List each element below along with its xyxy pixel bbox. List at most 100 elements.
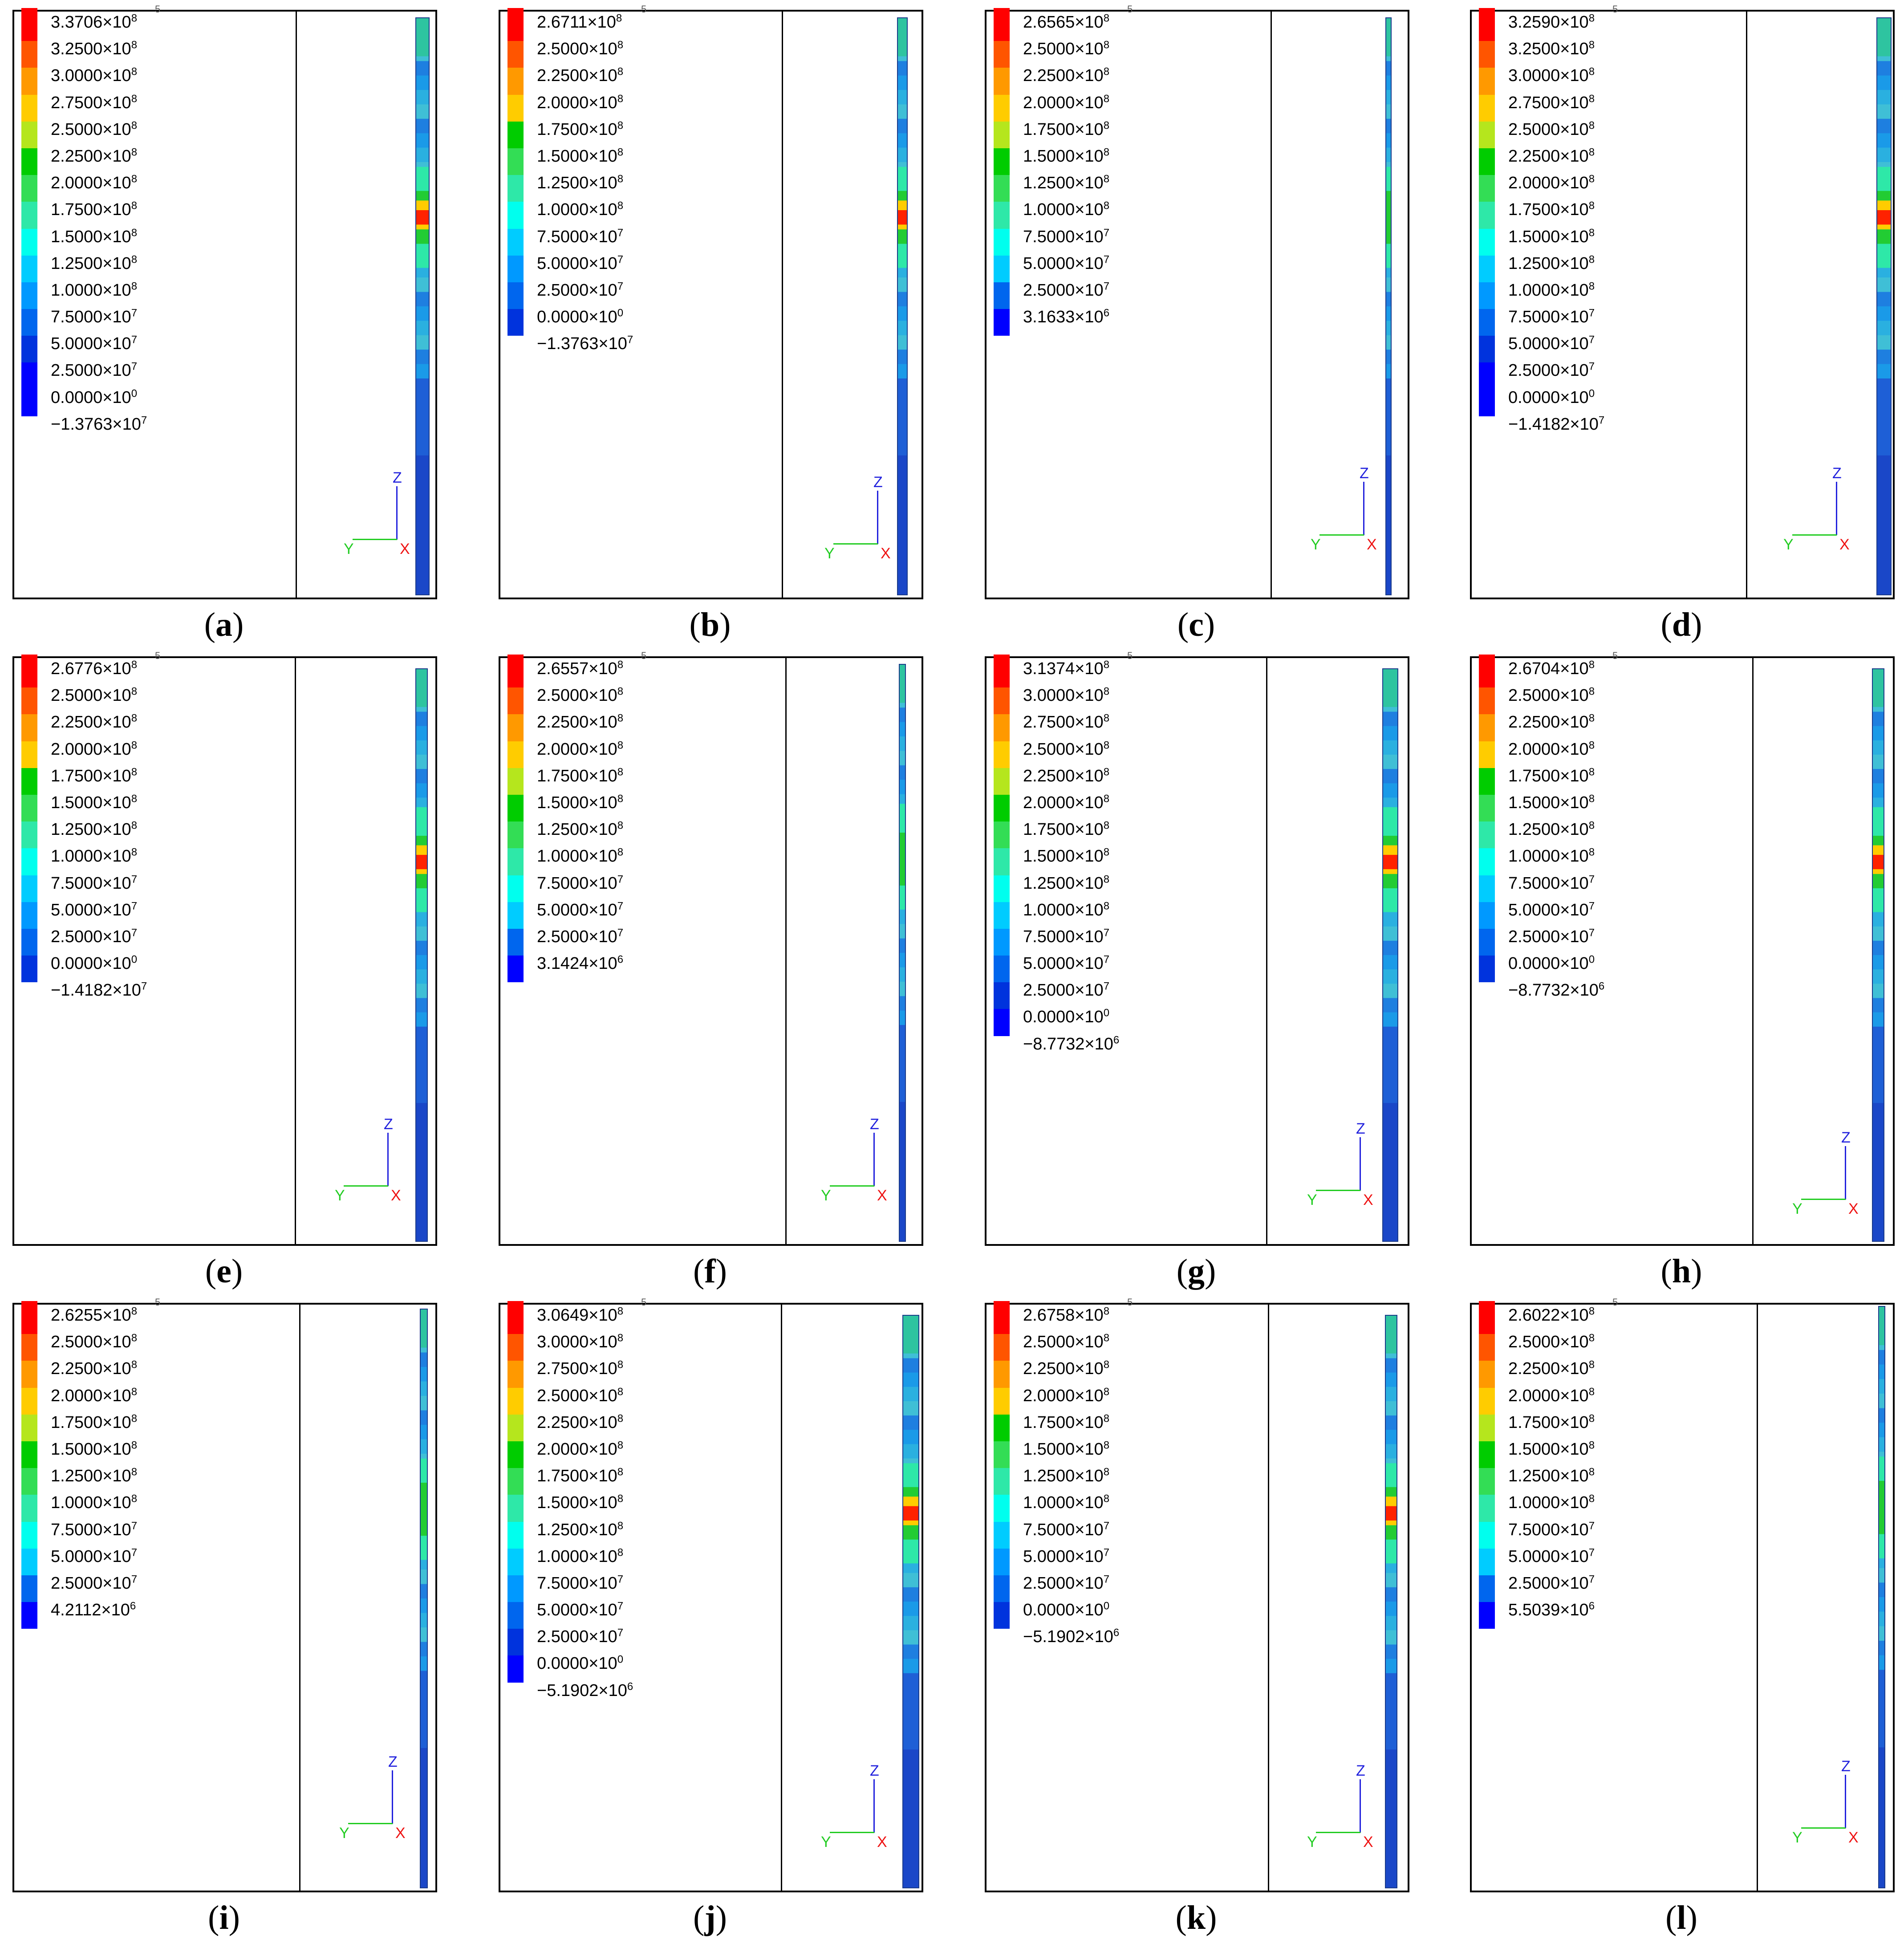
legend-label: 5.0000×107 [51, 1546, 138, 1566]
rod-segment [420, 1478, 427, 1483]
rod-segment [1386, 551, 1391, 557]
rod-segment [420, 1584, 427, 1590]
legend-label: 1.5000×108 [51, 226, 138, 246]
rod-segment [1383, 712, 1398, 717]
rod-segment [1879, 1636, 1885, 1641]
rod-segment [899, 905, 905, 910]
rod-segment [1877, 532, 1891, 538]
legend-label: 2.2500×108 [1508, 712, 1595, 732]
rod-segment [416, 1041, 427, 1046]
z-axis-line [1836, 482, 1837, 535]
rod-segment [897, 61, 907, 66]
rod-segment [416, 736, 427, 741]
rod-segment [420, 1338, 427, 1343]
legend-label: 5.0000×107 [1508, 1546, 1595, 1566]
rod-segment [899, 751, 905, 756]
legend-label: 1.0000×108 [1508, 1493, 1595, 1513]
rod-segment [1879, 1437, 1885, 1443]
rod-segment [420, 1738, 427, 1744]
rod-segment [897, 585, 907, 591]
rod-segment [903, 1453, 919, 1459]
rod-segment [899, 683, 905, 689]
rod-segment [897, 580, 907, 586]
legend-label: 7.5000×107 [1508, 873, 1595, 893]
rod-segment [1872, 1160, 1884, 1166]
rod-segment [1879, 1519, 1885, 1525]
rod-segment [1385, 1845, 1397, 1850]
rod-segment [416, 726, 427, 732]
rod-segment [1877, 27, 1891, 33]
rod-segment [903, 1854, 919, 1860]
rod-segment [899, 1164, 905, 1170]
rod-segment [1385, 1821, 1397, 1826]
rod-segment [1383, 707, 1398, 712]
rod-segment [899, 688, 905, 694]
rod-segment [1872, 1170, 1884, 1175]
y-axis-label: Y [821, 1834, 831, 1850]
rod-segment [1383, 893, 1398, 899]
rod-segment [420, 1473, 427, 1479]
rod-segment [903, 1644, 919, 1650]
rod-segment [1877, 542, 1891, 547]
rod-segment [1385, 1482, 1397, 1488]
rod-segment [1386, 27, 1391, 33]
legend-swatch [21, 1521, 37, 1549]
rod-segment [416, 1198, 427, 1204]
rod-segment [1385, 1735, 1397, 1741]
rod-segment [1879, 1684, 1885, 1690]
rod-segment [903, 1339, 919, 1345]
rod-segment [1879, 1432, 1885, 1438]
rod-segment [1385, 1663, 1397, 1669]
rod-segment [1877, 321, 1891, 326]
rod-segment [903, 1463, 919, 1468]
legend-label: 1.2500×108 [1023, 873, 1110, 893]
rod-segment [1872, 1151, 1884, 1156]
rod-segment [1872, 1055, 1884, 1061]
rod-segment [416, 547, 429, 552]
rod-segment [1877, 306, 1891, 312]
legend-unit-fragment: 5 [641, 4, 647, 15]
rod-segment [899, 722, 905, 728]
rod-segment [1385, 1716, 1397, 1721]
rod-segment [420, 1545, 427, 1551]
rod-segment [1385, 1568, 1397, 1574]
rod-segment [899, 895, 905, 901]
rod-segment [899, 674, 905, 679]
rod-segment [1385, 1840, 1397, 1846]
rod-segment [903, 1878, 919, 1884]
legend-swatch [21, 741, 37, 768]
rod-segment [897, 46, 907, 52]
rod-segment [897, 378, 907, 384]
rod-segment [416, 157, 429, 163]
rod-segment [1879, 1708, 1885, 1714]
rod-segment [416, 248, 429, 254]
rod-segment [416, 750, 427, 755]
rod-outline [1385, 17, 1392, 595]
legend-swatch [994, 282, 1010, 309]
rod-segment [1386, 114, 1391, 119]
legend-label: −1.3763×107 [537, 333, 633, 354]
rod-segment [1877, 75, 1891, 81]
rod-segment [903, 1516, 919, 1521]
rod-segment [903, 1883, 919, 1888]
rod-segment [1385, 1453, 1397, 1459]
rod-segment [1383, 1012, 1398, 1018]
rod-segment [1877, 66, 1891, 71]
rod-segment [416, 253, 429, 259]
rod-segment [897, 301, 907, 307]
rod-segment [1872, 1141, 1884, 1147]
rod-segment [897, 90, 907, 95]
rod-segment [1386, 282, 1391, 288]
rod-segment [1872, 697, 1884, 703]
rod-segment [1872, 903, 1884, 908]
rod-segment [1879, 1873, 1885, 1879]
rod-segment [1872, 993, 1884, 999]
rod-segment [416, 75, 429, 81]
rod-segment [1877, 393, 1891, 399]
rod-segment [420, 1637, 427, 1643]
rod-segment [903, 1377, 919, 1383]
rod-segment [1877, 566, 1891, 571]
rod-segment [1386, 388, 1391, 394]
